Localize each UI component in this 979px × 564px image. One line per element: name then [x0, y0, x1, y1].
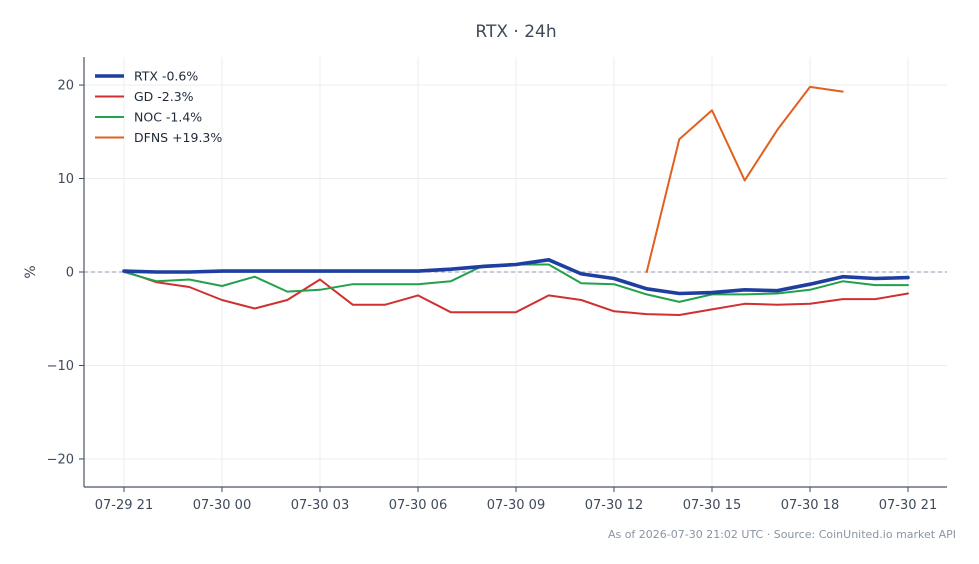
chart-title: RTX · 24h — [475, 22, 556, 42]
legend: RTX -0.6% GD -2.3% NOC -1.4% DFNS +19.3% — [95, 69, 222, 145]
y-tick-label: 20 — [57, 79, 74, 94]
legend-label-dfns: DFNS +19.3% — [134, 130, 222, 145]
tick-labels: 07-29 21 07-30 00 07-30 03 07-30 06 07-30 09… — [47, 79, 938, 513]
series-line-gd — [123, 270, 909, 316]
chart-footnote: As of 2026-07-30 21:02 UTC · Source: Coi… — [608, 528, 956, 541]
series-lines — [122, 85, 910, 316]
x-tick-label: 07-30 09 — [487, 498, 545, 513]
x-tick-label: 07-30 15 — [683, 498, 741, 513]
legend-label-noc: NOC -1.4% — [134, 110, 202, 125]
x-tick-label: 07-30 18 — [781, 498, 839, 513]
x-tick-label: 07-30 06 — [389, 498, 447, 513]
axes — [79, 57, 947, 492]
series-line-dfns — [645, 85, 844, 273]
x-tick-label: 07-30 12 — [585, 498, 643, 513]
x-tick-label: 07-29 21 — [95, 498, 153, 513]
y-tick-label: −20 — [47, 452, 74, 467]
series-line-rtx — [122, 257, 910, 296]
x-tick-label: 07-30 00 — [193, 498, 251, 513]
y-tick-label: −10 — [47, 359, 74, 374]
y-tick-label: 10 — [57, 172, 74, 187]
y-axis-label: % — [23, 265, 39, 278]
x-tick-label: 07-30 21 — [879, 498, 937, 513]
legend-label-gd: GD -2.3% — [134, 89, 194, 104]
y-tick-label: 0 — [66, 266, 74, 281]
x-tick-label: 07-30 03 — [291, 498, 349, 513]
legend-label-rtx: RTX -0.6% — [134, 69, 198, 84]
